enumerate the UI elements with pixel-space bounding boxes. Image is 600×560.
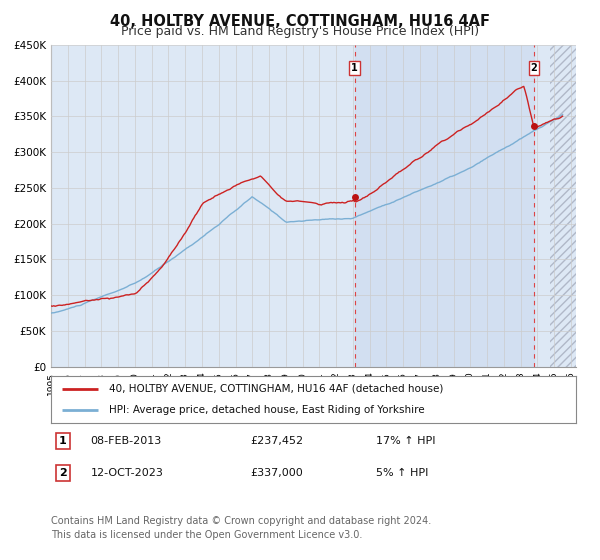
Text: £237,452: £237,452 xyxy=(251,436,304,446)
Text: Contains HM Land Registry data © Crown copyright and database right 2024.
This d: Contains HM Land Registry data © Crown c… xyxy=(51,516,431,539)
Text: 1: 1 xyxy=(59,436,67,446)
Text: £337,000: £337,000 xyxy=(251,468,303,478)
Text: 40, HOLTBY AVENUE, COTTINGHAM, HU16 4AF (detached house): 40, HOLTBY AVENUE, COTTINGHAM, HU16 4AF … xyxy=(109,384,443,394)
Text: 1: 1 xyxy=(351,63,358,73)
Text: 08-FEB-2013: 08-FEB-2013 xyxy=(91,436,161,446)
Text: Price paid vs. HM Land Registry's House Price Index (HPI): Price paid vs. HM Land Registry's House … xyxy=(121,25,479,38)
Text: 2: 2 xyxy=(59,468,67,478)
Text: 5% ↑ HPI: 5% ↑ HPI xyxy=(377,468,429,478)
Text: 40, HOLTBY AVENUE, COTTINGHAM, HU16 4AF: 40, HOLTBY AVENUE, COTTINGHAM, HU16 4AF xyxy=(110,14,490,29)
Text: 12-OCT-2023: 12-OCT-2023 xyxy=(91,468,163,478)
Text: 2: 2 xyxy=(530,63,538,73)
Text: 17% ↑ HPI: 17% ↑ HPI xyxy=(377,436,436,446)
Bar xyxy=(355,45,534,367)
Text: HPI: Average price, detached house, East Riding of Yorkshire: HPI: Average price, detached house, East… xyxy=(109,405,424,416)
